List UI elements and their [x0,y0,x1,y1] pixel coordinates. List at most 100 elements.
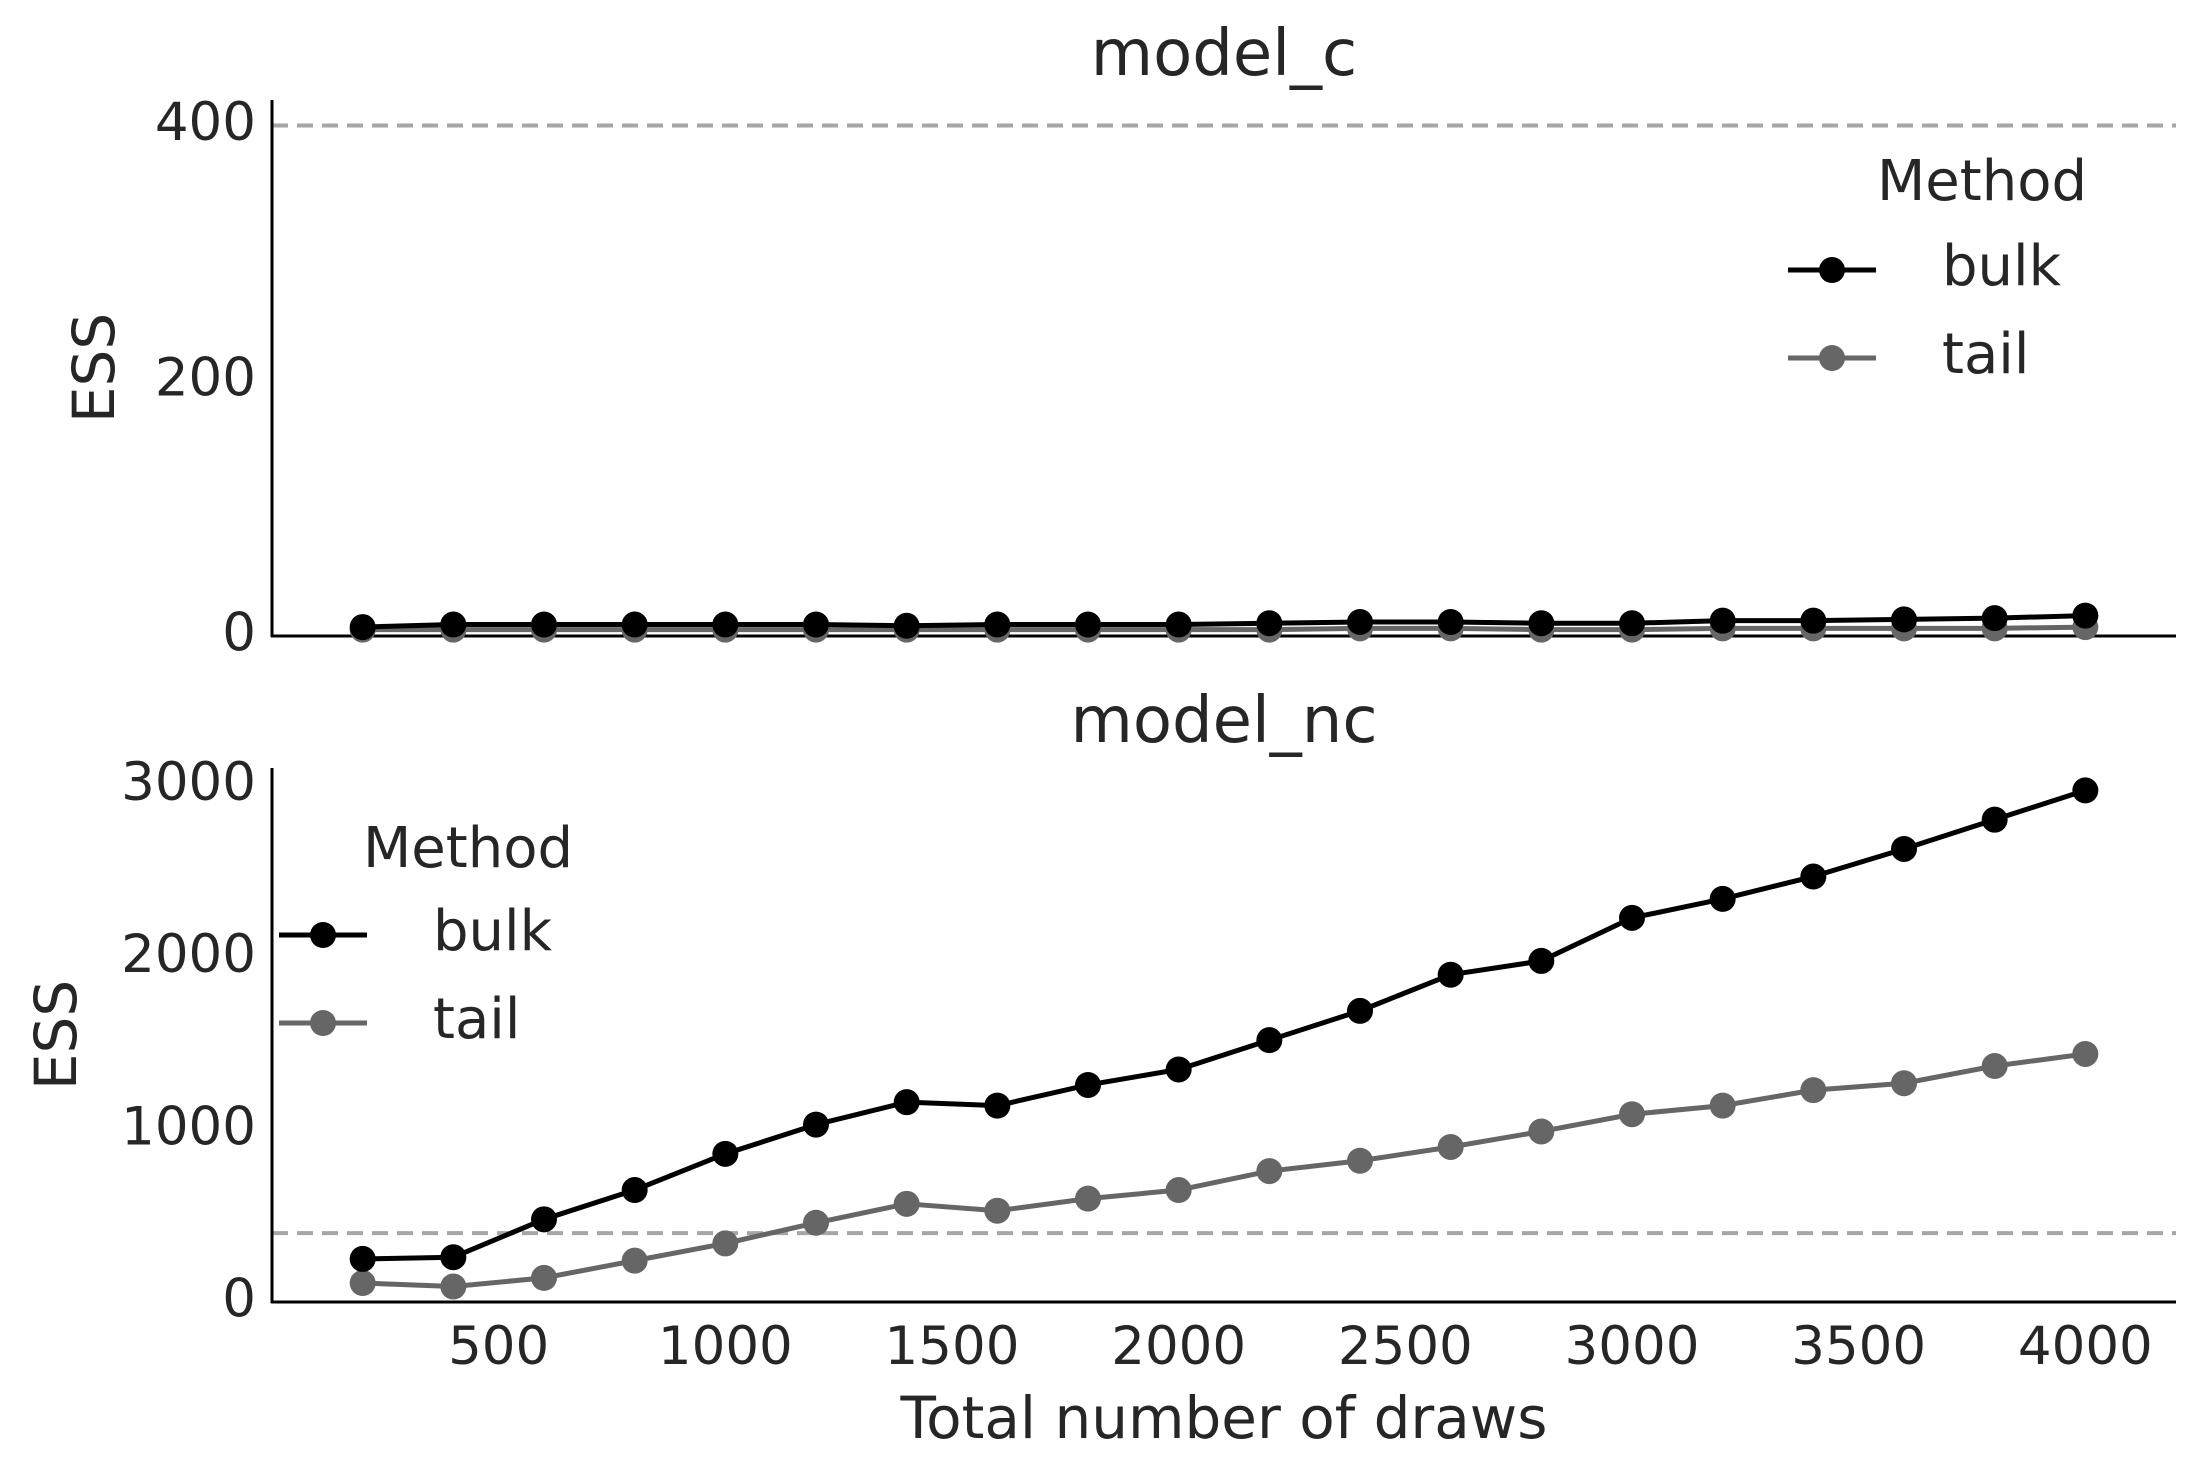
data-point-tail [1800,1077,1827,1104]
legend-marker-bulk [1819,257,1845,283]
data-point-bulk [1981,806,2008,833]
y-tick-label: 200 [155,347,256,408]
x-tick-label: 1500 [885,1316,1020,1377]
data-point-tail [1709,1092,1736,1119]
data-point-bulk [1256,1027,1283,1054]
data-point-bulk [803,611,829,638]
data-point-tail [1891,1070,1917,1097]
data-point-bulk [1981,605,2008,632]
data-point-bulk [893,612,920,639]
data-point-bulk [1800,607,1827,634]
data-point-bulk [2072,777,2099,804]
legend: Method bulk tail [279,816,573,1052]
data-point-bulk [1075,1071,1101,1098]
x-tick-label: 3500 [1791,1316,1926,1377]
data-point-tail [1347,1147,1373,1174]
data-point-bulk [893,1089,920,1116]
y-tick-label: 0 [222,1269,256,1330]
x-tick-label: 3000 [1565,1316,1700,1377]
data-point-tail [1981,1053,2008,1080]
data-point-bulk [1165,611,1192,638]
series-line-tail [362,624,2086,633]
data-point-bulk [531,611,557,638]
data-point-tail [984,1197,1011,1224]
data-point-tail [1528,1118,1555,1145]
data-point-bulk [1528,610,1555,637]
x-tick-label: 4000 [2018,1316,2153,1377]
data-point-bulk [1075,611,1101,638]
data-point-tail [1256,1158,1283,1185]
panel-title: model_nc [1070,684,1377,758]
data-point-bulk [712,611,739,638]
data-point-bulk [440,1244,467,1271]
y-tick-label: 400 [155,92,256,153]
data-point-tail [803,1209,829,1236]
y-tick-label: 3000 [121,752,256,813]
legend-label-bulk: bulk [1942,234,2062,299]
y-tick-label: 0 [222,603,256,664]
data-point-tail [531,1264,557,1291]
data-point-bulk [1347,608,1373,635]
data-point-bulk [1709,607,1736,634]
data-point-bulk [1528,947,1555,974]
series-bulk [349,602,2099,641]
data-point-bulk [621,611,648,638]
data-point-bulk [1437,961,1464,988]
data-point-bulk [1709,885,1736,912]
series-tail [349,1040,2099,1300]
x-tick-label: 500 [448,1316,549,1377]
data-point-tail [893,1190,920,1217]
data-point-tail [1075,1185,1101,1212]
series-bulk [349,777,2099,1272]
data-point-bulk [1800,863,1827,890]
x-tick-label: 2000 [1111,1316,1246,1377]
y-tick-label: 2000 [121,924,256,985]
y-tick-label: 1000 [121,1096,256,1157]
data-point-bulk [1437,608,1464,635]
panel-model-nc: model_nc ESS 0 1000 2000 3000 500 1000 1500 2000 2… [22,684,2176,1452]
data-point-bulk [1165,1056,1192,1083]
panel-model-c: model_c ESS 0 200 400 Method bulk tail [60,17,2176,664]
data-point-tail [1619,1101,1645,1128]
x-tick-label: 1000 [658,1316,793,1377]
data-point-bulk [1347,997,1373,1024]
data-point-tail [621,1247,648,1274]
data-point-bulk [440,611,467,638]
x-tick-label: 2500 [1338,1316,1473,1377]
data-point-tail [440,1273,467,1300]
data-point-bulk [621,1177,648,1204]
data-point-tail [1165,1177,1192,1204]
data-point-bulk [2072,602,2099,629]
y-axis-label: ESS [60,313,128,423]
legend-label-bulk: bulk [433,899,553,964]
panel-title: model_c [1091,17,1357,91]
data-point-bulk [1619,610,1645,637]
data-point-bulk [712,1140,739,1167]
data-point-tail [349,1270,376,1297]
data-point-bulk [984,1092,1011,1119]
legend: Method bulk tail [1788,149,2087,387]
series-line-bulk [362,613,2086,630]
legend-label-tail: tail [1942,322,2029,387]
data-point-bulk [1619,904,1645,931]
data-point-bulk [349,614,376,641]
legend-marker-bulk [310,922,336,948]
legend-marker-tail [1819,345,1845,371]
data-point-bulk [1891,835,1917,862]
data-point-bulk [1891,606,1917,633]
data-point-bulk [984,611,1011,638]
legend-title: Method [1877,149,2087,214]
legend-title: Method [363,816,573,881]
data-point-tail [2072,1040,2099,1067]
legend-marker-tail [310,1010,336,1036]
data-point-tail [1437,1133,1464,1160]
legend-label-tail: tail [433,987,520,1052]
data-point-tail [712,1230,739,1257]
data-point-bulk [803,1111,829,1138]
series-line-tail [362,1051,2086,1289]
data-point-bulk [1256,610,1283,637]
data-point-bulk [349,1245,376,1272]
x-axis-label: Total number of draws [900,1384,1548,1452]
series-line-bulk [362,788,2087,1262]
